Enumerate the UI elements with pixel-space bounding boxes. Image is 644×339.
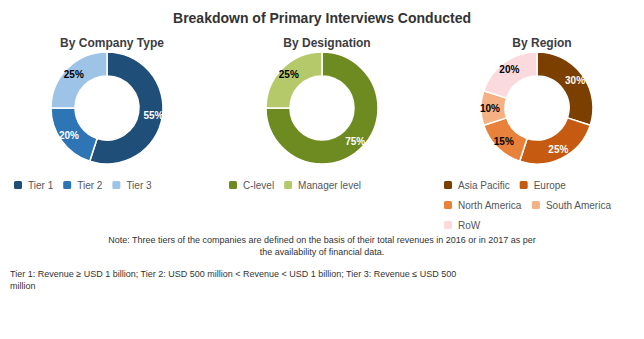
svg-text:By Designation: By Designation	[283, 36, 370, 50]
svg-text:20%: 20%	[499, 64, 519, 75]
svg-text:Note: Three tiers of the compa: Note: Three tiers of the companies are d…	[108, 235, 536, 245]
svg-text:By Company Type: By Company Type	[60, 36, 164, 50]
svg-text:Tier 1: Revenue ≥ USD 1 billio: Tier 1: Revenue ≥ USD 1 billion; Tier 2:…	[10, 269, 456, 279]
svg-text:Tier 3: Tier 3	[126, 180, 152, 191]
svg-text:the availability of financial: the availability of financial data.	[260, 247, 385, 257]
svg-text:15%: 15%	[494, 136, 514, 147]
svg-text:55%: 55%	[143, 110, 163, 121]
svg-text:25%: 25%	[279, 69, 299, 80]
svg-text:30%: 30%	[565, 75, 585, 86]
svg-text:Asia Pacific: Asia Pacific	[458, 180, 510, 191]
svg-text:million: million	[10, 281, 36, 291]
svg-text:20%: 20%	[59, 130, 79, 141]
svg-text:South America: South America	[546, 200, 611, 211]
svg-text:Tier 2: Tier 2	[77, 180, 103, 191]
svg-text:25%: 25%	[64, 69, 84, 80]
svg-text:RoW: RoW	[458, 220, 481, 231]
svg-text:75%: 75%	[345, 136, 365, 147]
svg-text:Manager level: Manager level	[298, 180, 361, 191]
svg-text:Tier 1: Tier 1	[28, 180, 54, 191]
svg-text:North America: North America	[458, 200, 522, 211]
svg-text:Breakdown of Primary Interview: Breakdown of Primary Interviews Conducte…	[173, 10, 471, 26]
svg-text:C-level: C-level	[243, 180, 274, 191]
svg-text:Europe: Europe	[534, 180, 567, 191]
svg-text:By Region: By Region	[512, 36, 571, 50]
svg-text:25%: 25%	[548, 144, 568, 155]
svg-text:10%: 10%	[480, 103, 500, 114]
